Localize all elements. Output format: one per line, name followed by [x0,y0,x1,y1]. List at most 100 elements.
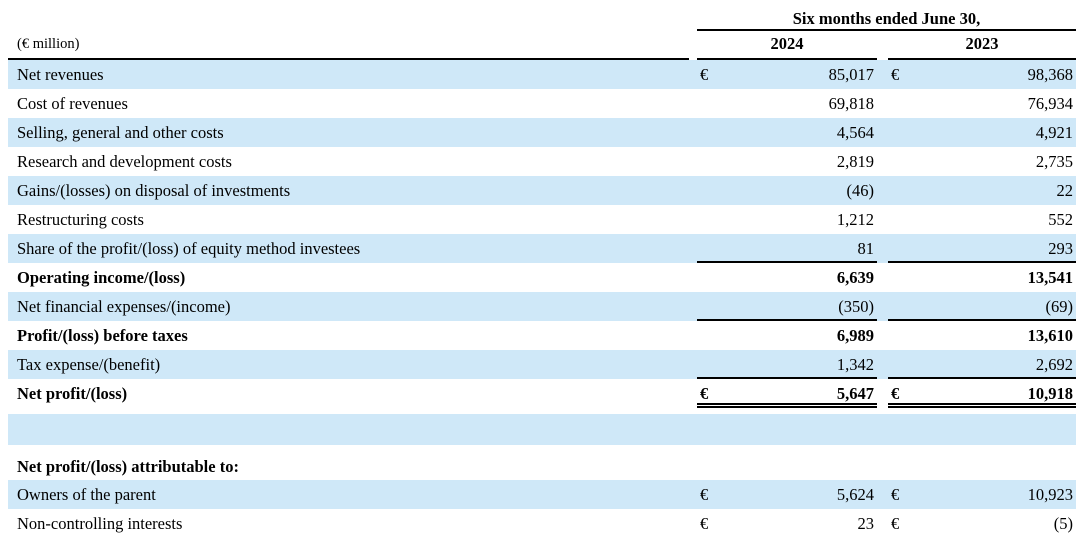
row-label: Net profit/(loss) [17,384,128,403]
currency-symbol: € [700,384,709,403]
column-header-2024: 2024 [697,31,877,60]
row-label: Net revenues [17,65,104,84]
row-label: Gains/(losses) on disposal of investment… [17,181,291,200]
value-2023-cell: 13,541 [888,263,1076,292]
value-2024: 5,624 [836,485,874,504]
value-2023: 22 [1056,181,1074,200]
period-header: Six months ended June 30, [697,8,1076,31]
currency-symbol: € [891,485,900,504]
value-2024-cell: 69,818 [697,89,877,118]
column-gap [877,321,888,350]
column-gap [877,147,888,176]
value-2023-cell: € 10,923 [888,480,1076,509]
value-2024: 23 [857,514,875,533]
table-row-attributable-heading: Net profit/(loss) attributable to: [8,454,1076,480]
value-2024: 1,342 [836,355,874,374]
table-row-operating-income: Operating income/(loss) 6,639 13,541 [8,263,1076,292]
value-2024-cell: € 23 [697,509,877,538]
value-2024: 4,564 [836,123,874,142]
period-header-row: Six months ended June 30, [8,8,1076,31]
table-row-non-controlling-interests: Non-controlling interests € 23 € (5) [8,509,1076,538]
value-2024: 85,017 [828,65,874,84]
value-2023-cell: 22 [888,176,1076,205]
table-row-tax-expense: Tax expense/(benefit) 1,342 2,692 [8,350,1076,379]
currency-symbol: € [700,514,709,533]
value-2023-cell: 552 [888,205,1076,234]
value-2024-cell: 1,212 [697,205,877,234]
value-2023-cell: 2,735 [888,147,1076,176]
column-gap [877,205,888,234]
value-2023: 2,735 [1035,152,1073,171]
currency-symbol: € [891,384,900,403]
row-label: Operating income/(loss) [17,268,186,287]
row-label: Net financial expenses/(income) [17,297,231,316]
table-row-profit-before-taxes: Profit/(loss) before taxes 6,989 13,610 [8,321,1076,350]
currency-symbol: € [891,65,900,84]
value-2024: 6,639 [836,268,874,287]
table-row-restructuring: Restructuring costs 1,212 552 [8,205,1076,234]
value-2024-cell: 1,342 [697,350,877,379]
value-2023: 293 [1048,239,1073,258]
value-2023: 552 [1048,210,1073,229]
value-2023: 98,368 [1027,65,1073,84]
value-2023: (69) [1045,297,1074,316]
value-2024: 69,818 [828,94,874,113]
currency-symbol: € [891,514,900,533]
value-2023: 10,923 [1027,485,1073,504]
table-row-net-profit: Net profit/(loss) € 5,647 € 10,918 [8,379,1076,408]
column-gap [877,176,888,205]
value-2024-cell: € 5,647 [697,379,877,408]
value-2024: 6,989 [836,326,874,345]
blank-white-row [8,445,1076,454]
table-row-net-revenues: Net revenues € 85,017 € 98,368 [8,60,1076,89]
column-gap [877,379,888,408]
value-2024: (46) [846,181,875,200]
column-gap [877,118,888,147]
column-gap [877,31,888,60]
value-2023: 2,692 [1035,355,1073,374]
row-label: Profit/(loss) before taxes [17,326,188,345]
unit-label: (€ million) [8,31,689,60]
column-gap [877,234,888,263]
value-2023-cell: € (5) [888,509,1076,538]
value-2024-cell: 6,639 [697,263,877,292]
row-label: Tax expense/(benefit) [17,355,161,374]
row-label: Owners of the parent [17,485,156,504]
column-gap [877,454,888,480]
header-label-spacer [8,8,689,31]
table-row-selling-general: Selling, general and other costs 4,564 4… [8,118,1076,147]
table-row-gains-losses-disposal: Gains/(losses) on disposal of investment… [8,176,1076,205]
value-2023-cell: (69) [888,292,1076,321]
row-label: Cost of revenues [17,94,128,113]
value-2023-cell: 2,692 [888,350,1076,379]
value-2023: 10,918 [1027,384,1073,403]
column-gap [877,60,888,89]
column-gap [877,509,888,538]
value-2023: 13,541 [1027,268,1073,287]
column-gap [877,89,888,118]
value-2024: (350) [838,297,874,316]
value-2023-cell: 293 [888,234,1076,263]
value-2023: (5) [1053,514,1073,533]
row-label: Non-controlling interests [17,514,183,533]
row-label: Research and development costs [17,152,232,171]
year-header-row: (€ million) 2024 2023 [8,31,1076,60]
value-2024-cell [697,454,877,480]
value-2023-cell: € 10,918 [888,379,1076,408]
value-2024-cell: 6,989 [697,321,877,350]
row-label: Share of the profit/(loss) of equity met… [17,239,361,258]
row-label: Net profit/(loss) attributable to: [17,457,239,476]
blank-shaded-row [8,414,1076,445]
value-2024-cell: 4,564 [697,118,877,147]
value-2024-cell: (46) [697,176,877,205]
column-gap [877,480,888,509]
value-2024: 81 [857,239,875,258]
value-2024: 2,819 [836,152,874,171]
column-header-2023: 2023 [888,31,1076,60]
value-2024-cell: (350) [697,292,877,321]
column-gap [877,292,888,321]
value-2024: 1,212 [836,210,874,229]
value-2023-cell: € 98,368 [888,60,1076,89]
value-2023: 4,921 [1035,123,1073,142]
income-statement-table: Six months ended June 30, (€ million) 20… [8,8,1076,538]
